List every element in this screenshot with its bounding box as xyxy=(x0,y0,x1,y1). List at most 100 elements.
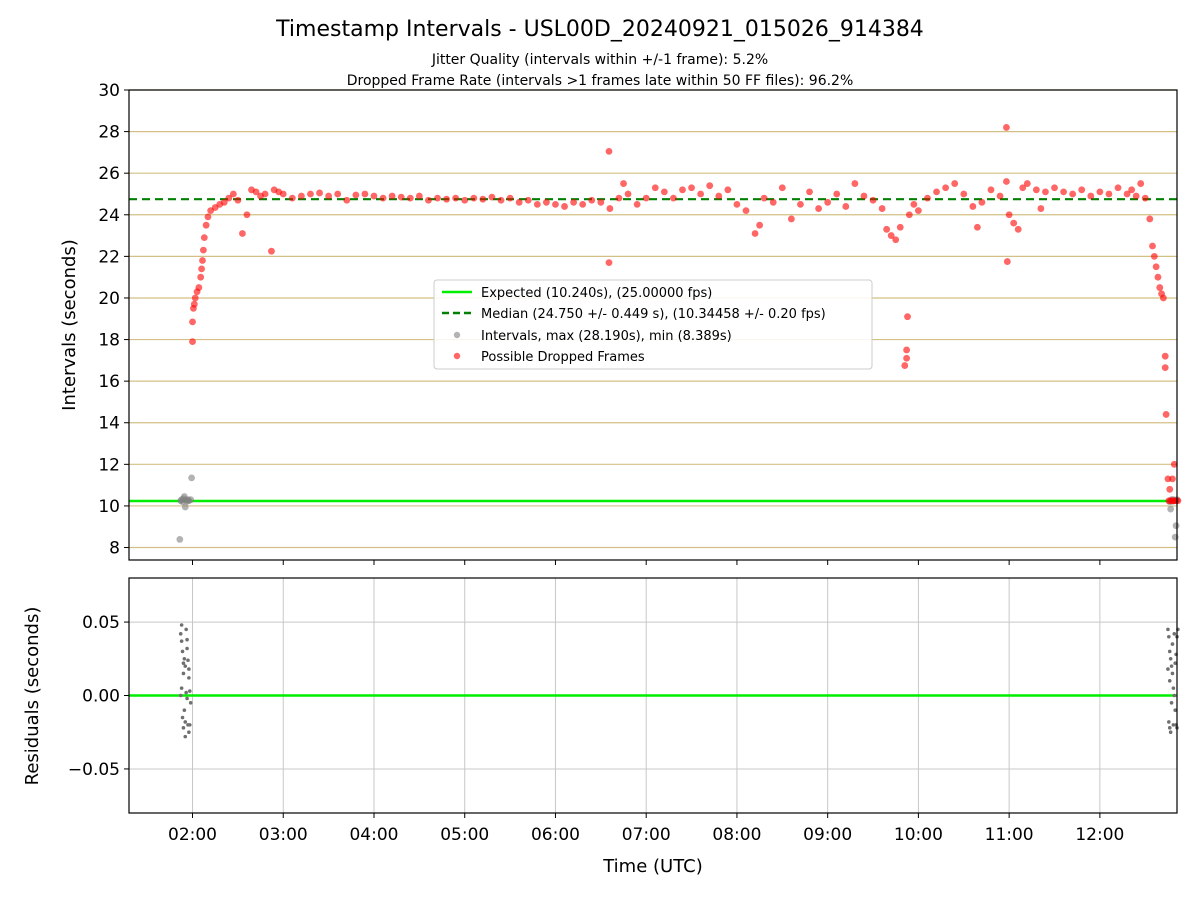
dropped-frame-point xyxy=(797,200,804,208)
interval-point xyxy=(176,536,184,543)
dropped-frame-point xyxy=(1152,263,1160,271)
residual-point xyxy=(1168,656,1173,661)
residual-point xyxy=(187,676,191,680)
dropped-frame-point xyxy=(806,188,813,196)
dropped-frame-point xyxy=(869,196,877,204)
dropped-frame-point xyxy=(200,246,207,254)
dropped-frame-point xyxy=(1010,219,1018,227)
dropped-frame-point xyxy=(769,198,777,206)
dropped-frame-point xyxy=(1051,184,1058,192)
dropped-frame-point xyxy=(706,182,714,190)
dropped-frame-point xyxy=(1032,186,1040,194)
dropped-frame-point xyxy=(1037,205,1045,212)
dropped-frame-point xyxy=(1132,192,1140,200)
dropped-frame-point xyxy=(887,232,895,239)
dropped-frame-point xyxy=(570,198,578,206)
dropped-frame-point xyxy=(1096,188,1104,196)
chart-subtitle-jitter: Jitter Quality (intervals within +/-1 fr… xyxy=(431,52,768,68)
residual-point xyxy=(185,646,189,651)
dropped-frame-point xyxy=(524,196,532,204)
legend-dropped-label: Possible Dropped Frames xyxy=(481,350,645,365)
residual-point xyxy=(181,726,186,730)
dropped-frame-point xyxy=(933,188,940,196)
x-tick-label: 05:00 xyxy=(440,825,489,845)
residual-point xyxy=(178,693,183,698)
dropped-frame-point xyxy=(1149,242,1156,250)
residual-point xyxy=(182,656,187,661)
dropped-frame-point xyxy=(488,193,496,201)
residual-point xyxy=(1167,634,1171,639)
dropped-frame-point xyxy=(552,200,559,208)
dropped-frame-point xyxy=(742,207,750,215)
top-y-tick-label: 8 xyxy=(109,539,120,559)
dropped-frame-point xyxy=(325,192,333,200)
interval-point xyxy=(1167,505,1175,513)
dropped-frame-point xyxy=(1154,273,1162,281)
top-y-tick-label: 10 xyxy=(98,497,120,517)
interval-point xyxy=(187,496,195,504)
dropped-frame-point xyxy=(733,200,741,208)
residual-point xyxy=(1171,723,1176,727)
top-y-tick-label: 14 xyxy=(98,414,120,434)
residual-point xyxy=(181,671,186,676)
dropped-frame-point xyxy=(1069,190,1077,198)
dropped-frame-point xyxy=(605,259,613,267)
dropped-frame-point xyxy=(1141,194,1149,202)
legend-box xyxy=(433,279,873,370)
dropped-frame-point xyxy=(760,194,768,202)
x-tick-label: 08:00 xyxy=(712,825,761,845)
dropped-frame-point xyxy=(225,194,233,202)
dropped-frame-point xyxy=(252,188,260,196)
dropped-frame-point xyxy=(679,186,686,194)
residual-point xyxy=(1170,642,1175,646)
x-tick-label: 07:00 xyxy=(622,825,671,845)
residual-point xyxy=(1169,664,1174,668)
x-tick-label: 10:00 xyxy=(894,825,943,845)
dropped-frame-point xyxy=(883,225,891,233)
dropped-frame-point xyxy=(190,300,198,308)
dropped-frame-point xyxy=(307,190,314,198)
dropped-frame-point xyxy=(199,257,206,264)
residual-point xyxy=(179,639,184,643)
top-y-tick-label: 24 xyxy=(98,206,120,226)
legend-expected-label: Expected (10.240s), (25.00000 fps) xyxy=(481,286,712,301)
residual-point xyxy=(1167,726,1172,730)
dropped-frame-point xyxy=(860,192,868,200)
dropped-frame-point xyxy=(425,196,432,204)
dropped-frame-point xyxy=(239,230,246,237)
dropped-frame-point xyxy=(670,194,677,202)
dropped-frame-point xyxy=(198,265,205,273)
dropped-frame-point xyxy=(288,194,296,202)
dropped-frame-point xyxy=(579,200,587,208)
top-reference-lines xyxy=(129,198,1177,503)
dropped-frame-point xyxy=(542,198,550,206)
dropped-frame-point xyxy=(1123,190,1131,198)
dropped-frame-point xyxy=(896,223,904,231)
chart-title: Timestamp Intervals - USL00D_20240921_01… xyxy=(275,17,924,42)
dropped-frame-point xyxy=(1003,178,1010,185)
dropped-frame-point xyxy=(973,223,981,231)
residual-point xyxy=(1171,686,1176,690)
dropped-frame-point xyxy=(892,236,900,244)
dropped-frame-point xyxy=(903,354,911,362)
legend-intervals-label: Intervals, max (28.190s), min (8.389s) xyxy=(481,329,732,344)
residual-point xyxy=(187,730,191,735)
dropped-frame-point xyxy=(434,194,441,202)
dropped-frame-point xyxy=(996,192,1004,200)
dropped-frame-point xyxy=(588,196,596,204)
top-y-axis-label: Intervals (seconds) xyxy=(59,239,80,411)
residual-point xyxy=(183,664,188,668)
residual-point xyxy=(1173,661,1177,665)
dropped-frame-point xyxy=(606,205,614,212)
dropped-frame-point xyxy=(978,198,986,206)
residual-point xyxy=(1172,693,1177,698)
interval-point xyxy=(188,474,196,482)
dropped-frame-point xyxy=(561,203,568,210)
residual-point xyxy=(188,701,193,705)
top-y-tick-label: 30 xyxy=(98,81,120,101)
dropped-frame-point xyxy=(191,294,199,302)
dropped-frame-point xyxy=(910,200,918,208)
dropped-frame-point xyxy=(343,196,351,204)
dropped-frame-point xyxy=(756,221,764,229)
